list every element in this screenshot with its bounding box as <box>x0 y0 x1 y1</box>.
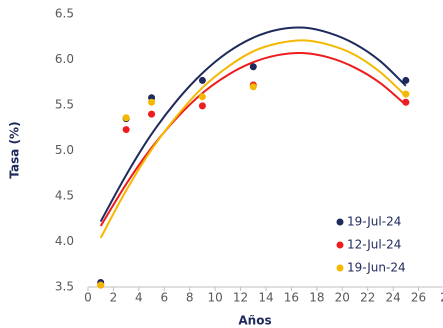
y-tick-label: 3.5 <box>55 280 74 294</box>
scatter-point <box>402 90 410 98</box>
x-tick-label: 8 <box>186 291 194 305</box>
trend-line <box>99 39 407 239</box>
scatter-point <box>97 281 105 289</box>
x-tick-label: 0 <box>84 291 92 305</box>
x-tick-label: 2 <box>110 291 118 305</box>
y-tick-label: 5.0 <box>55 143 74 157</box>
x-tick-label: 12 <box>233 291 248 305</box>
scatter-point <box>122 126 130 134</box>
x-tick-label: 14 <box>258 291 273 305</box>
x-tick-label: 24 <box>386 291 401 305</box>
scatter-point <box>198 76 206 84</box>
x-axis-title: Años <box>238 314 271 328</box>
scatter-point <box>249 83 257 91</box>
x-tick-label: 4 <box>135 291 143 305</box>
legend-label: 19-Jul-24 <box>347 215 401 229</box>
x-tick-label: 22 <box>360 291 375 305</box>
y-tick-label: 6.5 <box>55 7 74 21</box>
scatter-point <box>122 114 130 122</box>
scatter-point <box>249 63 257 71</box>
scatter-point <box>148 98 156 106</box>
y-tick-label: 4.5 <box>55 189 74 203</box>
scatter-point <box>402 76 410 84</box>
scatter-point <box>148 110 156 118</box>
y-axis-title: Tasa (%) <box>8 121 22 178</box>
x-tick-label: 2 <box>440 291 443 305</box>
x-tick-label: 16 <box>284 291 299 305</box>
scatter-point <box>198 102 206 110</box>
scatter-point <box>198 93 206 101</box>
x-tick-label: 18 <box>309 291 324 305</box>
scatter-point <box>402 98 410 106</box>
y-tick-label: 5.5 <box>55 98 74 112</box>
legend-label: 12-Jul-24 <box>347 238 401 252</box>
x-tick-label: 6 <box>160 291 168 305</box>
legend-label: 19-Jun-24 <box>347 261 406 275</box>
x-tick-label: 10 <box>208 291 223 305</box>
y-tick-label: 6.0 <box>55 52 74 66</box>
legend-marker <box>336 264 344 272</box>
legend-marker <box>336 218 344 226</box>
x-tick-label: 26 <box>411 291 426 305</box>
trend-line <box>99 26 407 222</box>
y-tick-label: 4.0 <box>55 234 74 248</box>
legend-marker <box>336 241 344 249</box>
x-tick-label: 20 <box>335 291 350 305</box>
trend-line <box>99 52 407 227</box>
